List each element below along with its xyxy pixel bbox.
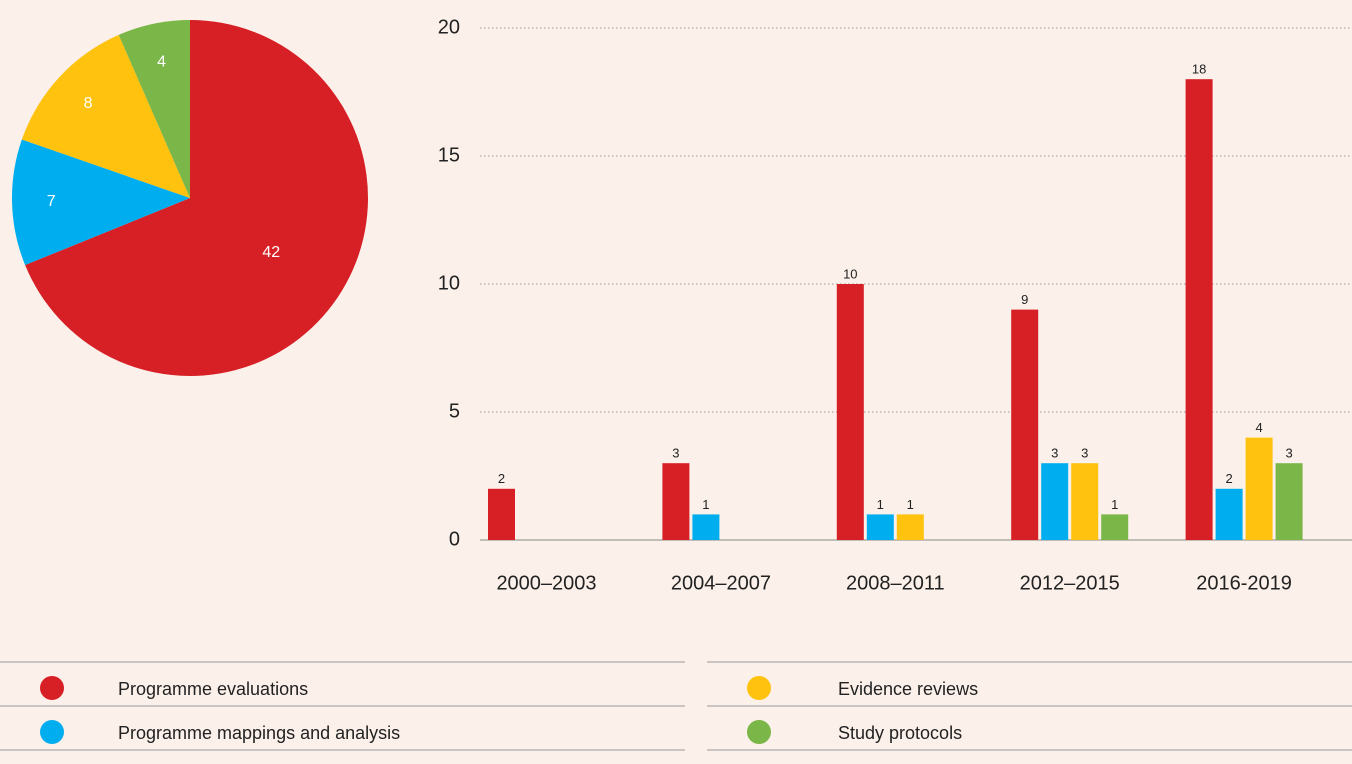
bar xyxy=(1011,309,1039,540)
legend-swatch xyxy=(747,720,771,744)
pie-slice xyxy=(25,20,369,376)
legend-label: Evidence reviews xyxy=(838,679,978,699)
bar xyxy=(866,514,894,540)
slice-label: 42 xyxy=(262,244,280,261)
pie-slice xyxy=(21,34,190,198)
legend-label: Programme evaluations xyxy=(118,679,308,699)
bar xyxy=(1071,463,1099,540)
bar xyxy=(1101,514,1129,540)
bar-value-label: 1 xyxy=(702,497,709,512)
bar-value-label: 2 xyxy=(498,471,505,486)
bar-value-label: 9 xyxy=(1021,292,1028,307)
slice-label: 7 xyxy=(47,193,56,210)
y-tick-label: 10 xyxy=(438,272,460,294)
bar xyxy=(1245,437,1273,540)
x-tick-label: 2000–2003 xyxy=(496,572,596,594)
slice-label: 4 xyxy=(157,53,166,70)
bar-value-label: 2 xyxy=(1225,471,1232,486)
x-tick-label: 2012–2015 xyxy=(1020,572,1120,594)
slice-label: 8 xyxy=(84,95,93,112)
legend-swatch xyxy=(747,676,771,700)
bar xyxy=(692,514,720,540)
bar-value-label: 1 xyxy=(877,497,884,512)
bar-value-label: 1 xyxy=(907,497,914,512)
bar xyxy=(488,488,515,540)
bar-value-label: 1 xyxy=(1111,497,1118,512)
bar xyxy=(1215,488,1243,540)
y-tick-label: 15 xyxy=(438,144,460,166)
bar-value-label: 18 xyxy=(1192,62,1206,77)
legend-swatch xyxy=(40,676,64,700)
legend-label: Study protocols xyxy=(838,723,962,743)
bar-value-label: 10 xyxy=(843,266,857,281)
x-tick-label: 2016-2019 xyxy=(1196,572,1292,594)
y-tick-label: 20 xyxy=(438,16,460,38)
bar xyxy=(662,463,690,540)
bar-value-label: 3 xyxy=(1285,446,1292,461)
bar-value-label: 3 xyxy=(1051,446,1058,461)
bar xyxy=(836,284,864,540)
bar-value-label: 3 xyxy=(672,446,679,461)
pie-slice xyxy=(12,139,191,266)
bar xyxy=(1041,463,1069,540)
bar-value-label: 3 xyxy=(1081,446,1088,461)
bar xyxy=(1185,79,1213,540)
bar xyxy=(896,514,924,540)
bar xyxy=(1275,463,1303,540)
legend-swatch xyxy=(40,720,64,744)
x-tick-label: 2008–2011 xyxy=(846,572,945,594)
legend-label: Programme mappings and analysis xyxy=(118,723,400,743)
y-tick-label: 0 xyxy=(449,528,460,550)
y-tick-label: 5 xyxy=(449,400,460,422)
bar-value-label: 4 xyxy=(1255,420,1262,435)
x-tick-label: 2004–2007 xyxy=(671,572,771,594)
pie-slice xyxy=(118,20,190,198)
